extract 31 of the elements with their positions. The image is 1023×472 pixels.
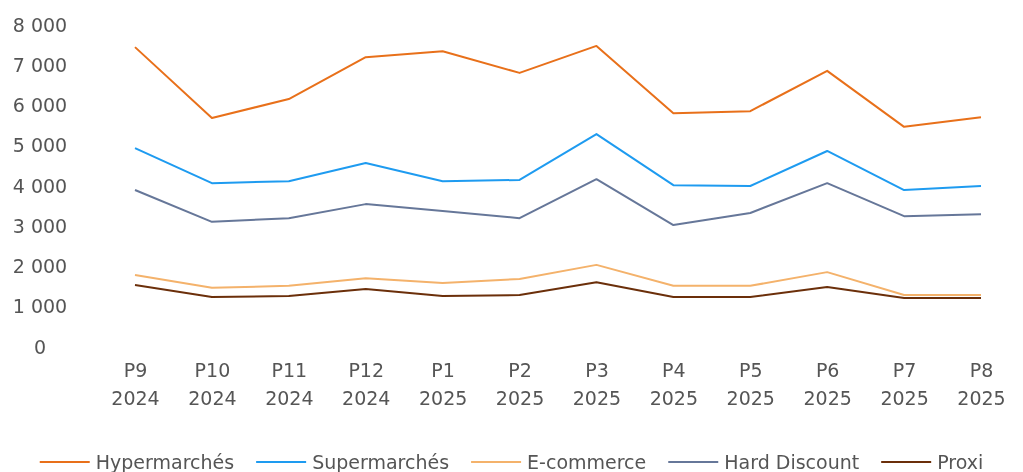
x-tick-label: P3 2025 xyxy=(572,359,622,409)
line-series xyxy=(134,263,982,297)
x-tick-label: P10 2024 xyxy=(188,359,237,409)
legend-label: Supermarchés xyxy=(312,450,450,472)
y-tick-label: 8 000 xyxy=(12,13,68,36)
line-series xyxy=(134,44,982,128)
y-tick-label: 6 000 xyxy=(12,94,68,117)
y-tick-label: 5 000 xyxy=(12,134,68,157)
x-tick-label: P5 2025 xyxy=(726,359,775,409)
y-tick-label: 2 000 xyxy=(12,255,68,278)
y-tick-label: 7 000 xyxy=(12,53,68,76)
legend-label: Proxi xyxy=(937,450,984,472)
x-tick-label: P4 2025 xyxy=(649,359,699,409)
line-series xyxy=(134,281,982,299)
x-tick-label: P11 2024 xyxy=(265,359,314,409)
x-tick-label: P12 2024 xyxy=(342,359,391,409)
x-tick-label: P6 2025 xyxy=(803,359,852,409)
legend-label: E-commerce xyxy=(527,450,647,472)
x-tick-label: P8 2025 xyxy=(957,359,1006,409)
line-series xyxy=(134,133,982,192)
y-tick-label: 3 000 xyxy=(12,214,68,237)
y-tick-label: 0 xyxy=(33,335,47,358)
x-tick-label: P2 2025 xyxy=(495,359,545,409)
legend-label: Hard Discount xyxy=(724,450,860,472)
x-tick-label: P9 2024 xyxy=(111,359,160,409)
line-series xyxy=(134,178,982,227)
legend-label: Hypermarchés xyxy=(95,450,235,472)
y-tick-label: 1 000 xyxy=(12,295,68,318)
y-tick-label: 4 000 xyxy=(12,174,68,197)
x-tick-label: P1 2025 xyxy=(418,359,468,409)
x-tick-label: P7 2025 xyxy=(880,359,929,409)
